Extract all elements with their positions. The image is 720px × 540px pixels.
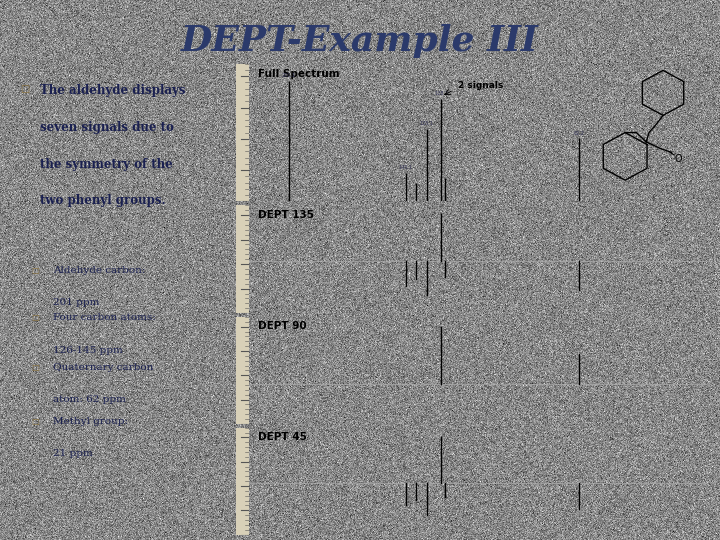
Text: Methyl group:: Methyl group: (53, 417, 128, 426)
Text: Full Spectrum: Full Spectrum (258, 69, 340, 79)
Text: 126-145 ppm: 126-145 ppm (53, 346, 123, 355)
Text: 21 ppm: 21 ppm (53, 449, 93, 458)
Text: the symmetry of the: the symmetry of the (40, 158, 173, 171)
Text: □: □ (19, 84, 29, 94)
Text: Quaternary carbon: Quaternary carbon (53, 363, 153, 372)
Text: □: □ (31, 363, 39, 372)
Text: □: □ (31, 417, 39, 426)
Text: 62.2: 62.2 (574, 131, 585, 136)
Text: 2 signals: 2 signals (458, 81, 503, 90)
Text: atom: 62 ppm: atom: 62 ppm (53, 395, 126, 404)
Text: 201.1: 201.1 (282, 73, 296, 78)
Text: □: □ (31, 266, 39, 275)
Text: 201 ppm: 201 ppm (53, 298, 99, 307)
Text: □: □ (31, 313, 39, 322)
Text: DEPT-Example III: DEPT-Example III (181, 24, 539, 57)
Text: 145.1: 145.1 (399, 165, 413, 170)
Text: two phenyl groups.: two phenyl groups. (40, 194, 166, 207)
Text: O: O (675, 154, 682, 164)
Text: DEPT 90: DEPT 90 (258, 321, 307, 331)
Text: 128.2: 128.2 (434, 91, 449, 96)
Text: DEPT 45: DEPT 45 (258, 432, 307, 442)
Text: 135.1: 135.1 (420, 122, 433, 126)
Text: Aldehyde carbon:: Aldehyde carbon: (53, 266, 145, 275)
Text: Four carbon atoms:: Four carbon atoms: (53, 313, 156, 322)
Text: The aldehyde displays: The aldehyde displays (40, 84, 185, 97)
Text: seven signals due to: seven signals due to (40, 121, 174, 134)
Text: DEPT 135: DEPT 135 (258, 210, 315, 220)
